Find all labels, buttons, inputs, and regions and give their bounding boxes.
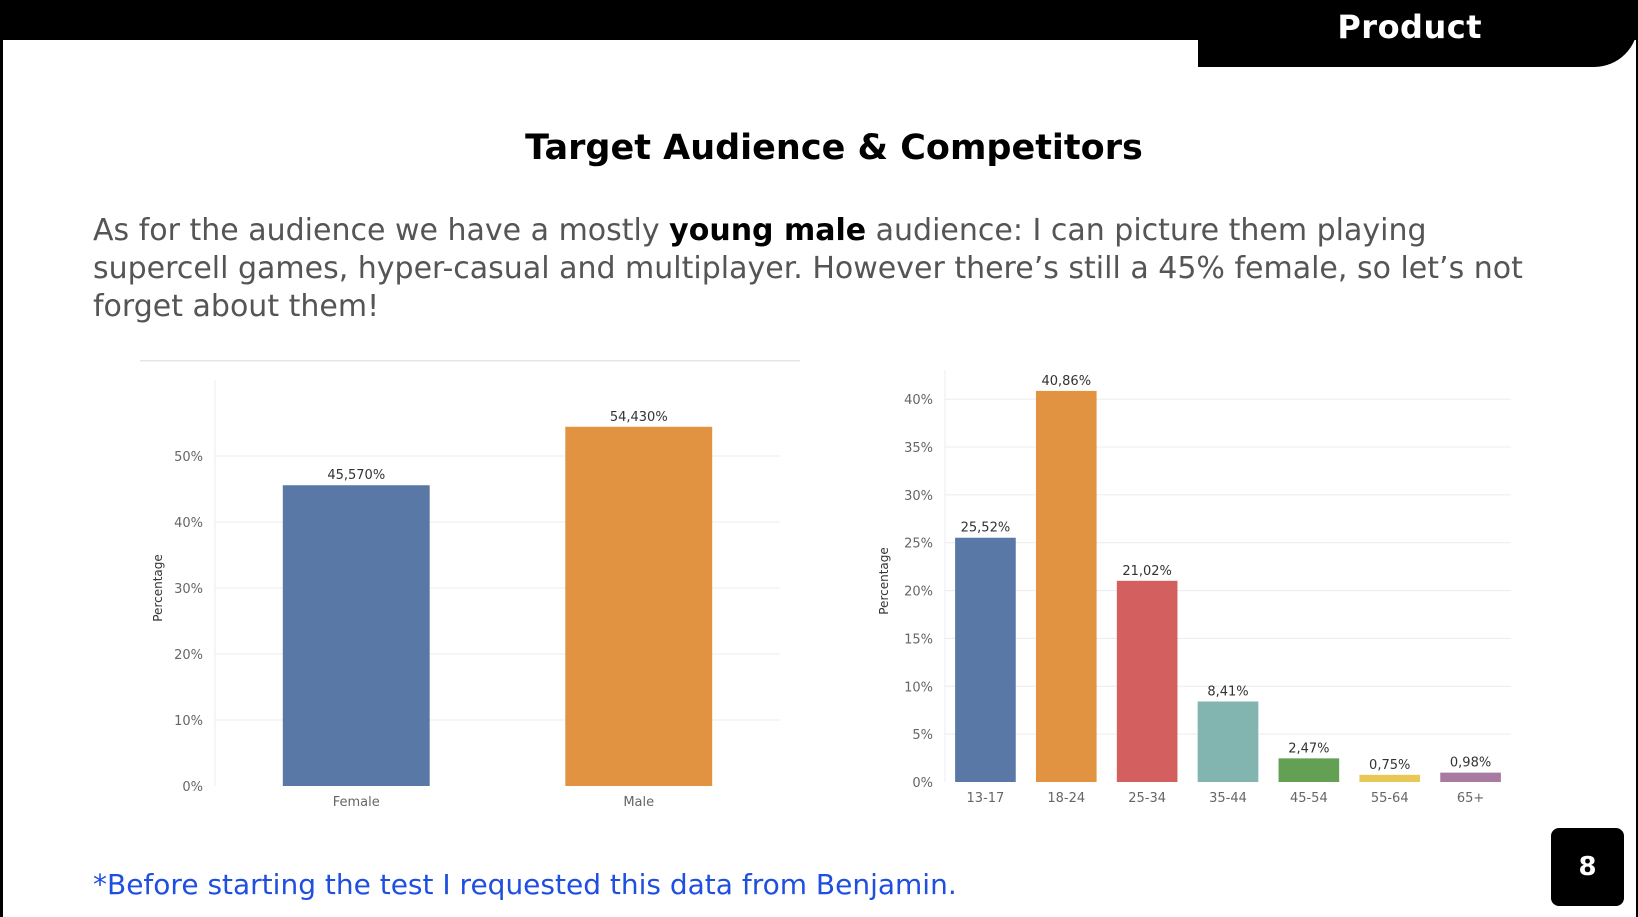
y-tick-label: 10% <box>904 680 933 695</box>
data-label: 45,570% <box>327 468 385 483</box>
y-tick-label: 40% <box>904 393 933 408</box>
x-tick-label: 18-24 <box>1047 791 1085 806</box>
y-tick-label: 0% <box>912 776 933 791</box>
x-tick-label: Male <box>623 795 654 810</box>
bar <box>1035 390 1097 782</box>
y-tick-label: 25% <box>904 537 933 552</box>
y-axis-label: Percentage <box>151 554 165 622</box>
data-label: 25,52% <box>961 521 1011 536</box>
x-tick-label: Female <box>333 795 380 810</box>
slide-title: Target Audience & Competitors <box>525 128 1143 168</box>
y-tick-label: 35% <box>904 441 933 456</box>
x-tick-label: 55-64 <box>1371 791 1409 806</box>
age-bar-chart: 0% 5% 10% 15% 20% 25% 30% 35% 40% 25,52% 13-17 40,8… <box>877 370 1511 806</box>
intro-paragraph: As for the audience we have a mostly you… <box>93 212 1533 326</box>
x-tick-label: 65+ <box>1457 791 1484 806</box>
bar <box>565 426 713 786</box>
bar <box>1197 701 1259 782</box>
data-label: 54,430% <box>610 410 668 425</box>
data-label: 0,75% <box>1369 758 1410 773</box>
right-border <box>1636 40 1638 917</box>
data-label: 0,98% <box>1450 756 1491 771</box>
data-label: 8,41% <box>1207 685 1248 700</box>
y-tick-label: 40% <box>174 516 203 531</box>
y-axis-label: Percentage <box>877 547 891 615</box>
x-tick-label: 13-17 <box>967 791 1005 806</box>
gender-bar-chart: 0% 10% 20% 30% 40% 50% 45,570% Female 54,430% Mal… <box>140 360 800 810</box>
left-border <box>0 0 3 917</box>
intro-text-end: audience: I can picture them playing sup… <box>93 213 1523 324</box>
footnote: *Before starting the test I requested th… <box>93 868 957 901</box>
y-tick-label: 15% <box>904 632 933 647</box>
intro-text-start: As for the audience we have a mostly <box>93 213 670 248</box>
bar <box>955 537 1016 782</box>
bar <box>282 485 430 786</box>
y-tick-label: 5% <box>912 728 933 743</box>
y-tick-label: 30% <box>904 489 933 504</box>
bar <box>1359 774 1421 782</box>
bar <box>1278 758 1340 782</box>
x-tick-label: 45-54 <box>1290 791 1328 806</box>
bar <box>1440 772 1501 782</box>
y-tick-label: 50% <box>174 450 203 465</box>
y-tick-label: 10% <box>174 714 203 729</box>
y-tick-label: 0% <box>182 780 203 795</box>
page-number: 8 <box>1551 828 1624 906</box>
x-tick-label: 35-44 <box>1209 791 1247 806</box>
y-tick-label: 20% <box>904 585 933 600</box>
data-label: 21,02% <box>1122 564 1172 579</box>
section-label: Product <box>1337 8 1482 46</box>
section-tab: Product <box>1198 0 1638 67</box>
x-tick-label: 25-34 <box>1128 791 1166 806</box>
y-tick-label: 20% <box>174 648 203 663</box>
data-label: 40,86% <box>1041 374 1091 389</box>
data-label: 2,47% <box>1288 741 1329 756</box>
bar <box>1116 580 1178 782</box>
intro-bold: young male <box>669 213 867 248</box>
y-tick-label: 30% <box>174 582 203 597</box>
